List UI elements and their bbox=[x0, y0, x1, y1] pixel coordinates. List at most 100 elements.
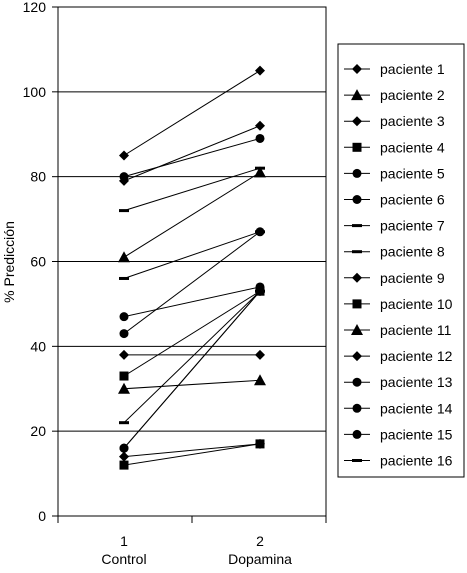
series-15 bbox=[119, 286, 265, 453]
series-line-4 bbox=[123, 290, 261, 377]
data-point-5-2 bbox=[255, 133, 265, 143]
x-tick-label-2: 2 bbox=[256, 533, 264, 549]
legend-item-15: paciente 15 bbox=[344, 426, 453, 442]
series-16 bbox=[119, 289, 265, 425]
series-9 bbox=[119, 349, 265, 360]
data-point-5-1 bbox=[119, 172, 129, 182]
data-point-13-1 bbox=[119, 329, 129, 339]
data-point-13-2 bbox=[255, 227, 265, 237]
data-point-4-1 bbox=[119, 371, 129, 381]
data-point-11-2 bbox=[254, 166, 266, 178]
legend-label-16: paciente 16 bbox=[380, 453, 453, 469]
y-tick-labels: 0 20 40 60 80 100 120 bbox=[23, 0, 47, 524]
legend-marker-6 bbox=[352, 195, 362, 204]
legend-label-7: paciente 7 bbox=[380, 218, 445, 234]
data-point-8-1 bbox=[119, 209, 129, 213]
series-line-3 bbox=[123, 125, 261, 182]
legend-label-10: paciente 10 bbox=[380, 296, 453, 312]
legend-item-2: paciente 2 bbox=[344, 87, 445, 103]
data-point-1-1 bbox=[119, 150, 129, 161]
data-point-15-1 bbox=[119, 443, 129, 453]
y-axis-label: % Predicción bbox=[1, 221, 17, 303]
legend-marker-2 bbox=[351, 89, 363, 101]
y-tick-label-0: 0 bbox=[38, 508, 46, 524]
x-tick-labels: 1 Control 2 Dopamina bbox=[101, 533, 292, 567]
series-line-8 bbox=[123, 167, 261, 212]
legend-marker-12 bbox=[352, 351, 362, 362]
data-point-7-1 bbox=[119, 276, 129, 280]
legend-item-10: paciente 10 bbox=[344, 296, 453, 312]
legend-marker-14 bbox=[352, 403, 362, 413]
series-4 bbox=[119, 286, 265, 381]
legend-label-1: paciente 1 bbox=[380, 61, 445, 77]
data-point-12-1 bbox=[119, 451, 129, 462]
axes bbox=[52, 6, 327, 523]
series-10 bbox=[119, 439, 265, 470]
legend-label-8: paciente 8 bbox=[380, 244, 445, 260]
legend-item-8: paciente 8 bbox=[344, 244, 445, 260]
legend-item-12: paciente 12 bbox=[344, 348, 453, 364]
data-point-16-1 bbox=[119, 421, 129, 425]
series-7 bbox=[119, 230, 265, 280]
legend-label-11: paciente 11 bbox=[380, 322, 452, 338]
series-line-1 bbox=[123, 70, 261, 156]
legend-label-15: paciente 15 bbox=[380, 426, 453, 442]
series-12 bbox=[119, 438, 265, 462]
series-line-12 bbox=[123, 443, 261, 458]
legend-item-14: paciente 14 bbox=[344, 400, 453, 416]
gridlines bbox=[58, 6, 326, 432]
legend-label-2: paciente 2 bbox=[380, 87, 445, 103]
series-group bbox=[118, 65, 266, 470]
legend-marker-15 bbox=[352, 429, 362, 439]
data-point-2-2 bbox=[254, 374, 266, 386]
legend-label-13: paciente 13 bbox=[380, 374, 453, 390]
series-line-5 bbox=[123, 138, 261, 178]
y-tick-label-60: 60 bbox=[30, 254, 46, 270]
legend-label-3: paciente 3 bbox=[380, 113, 445, 129]
legend-item-16: paciente 16 bbox=[344, 453, 453, 469]
x-category-label-2: Dopamina bbox=[228, 551, 292, 567]
legend-marker-3 bbox=[352, 116, 362, 127]
legend-item-7: paciente 7 bbox=[344, 218, 445, 234]
legend-item-4: paciente 4 bbox=[344, 139, 445, 155]
x-category-label-1: Control bbox=[101, 551, 146, 567]
series-2 bbox=[118, 374, 266, 394]
series-line-11 bbox=[123, 172, 261, 258]
legend-marker-10 bbox=[352, 299, 362, 309]
data-point-9-1 bbox=[119, 349, 129, 360]
legend-label-5: paciente 5 bbox=[380, 165, 445, 181]
legend-marker-4 bbox=[352, 142, 362, 152]
legend-marker-9 bbox=[352, 272, 362, 283]
legend-item-1: paciente 1 bbox=[344, 61, 445, 77]
data-point-10-1 bbox=[119, 460, 129, 470]
y-tick-label-120: 120 bbox=[23, 0, 47, 15]
series-line-7 bbox=[123, 231, 261, 279]
series-line-10 bbox=[123, 443, 261, 466]
data-point-16-2 bbox=[255, 289, 265, 293]
series-13 bbox=[119, 227, 265, 339]
y-tick-label-40: 40 bbox=[30, 338, 46, 354]
series-5 bbox=[119, 133, 265, 182]
series-line-13 bbox=[123, 231, 261, 335]
data-point-1-2 bbox=[255, 65, 265, 76]
legend-box bbox=[337, 43, 465, 478]
legend-item-13: paciente 13 bbox=[344, 374, 453, 390]
legend-marker-7 bbox=[352, 224, 362, 228]
data-point-9-2 bbox=[255, 349, 265, 360]
legend-marker-13 bbox=[352, 377, 362, 387]
legend-marker-5 bbox=[352, 168, 362, 178]
legend-label-4: paciente 4 bbox=[380, 139, 445, 155]
data-point-11-1 bbox=[118, 251, 130, 263]
legend-item-9: paciente 9 bbox=[344, 270, 445, 286]
y-tick-label-20: 20 bbox=[30, 423, 46, 439]
legend-item-11: paciente 11 bbox=[344, 322, 452, 338]
y-tick-label-80: 80 bbox=[30, 169, 46, 185]
legend-item-5: paciente 5 bbox=[344, 165, 445, 181]
series-1 bbox=[119, 65, 265, 161]
legend-marker-1 bbox=[352, 64, 362, 74]
legend-marker-11 bbox=[351, 324, 363, 335]
series-11 bbox=[118, 166, 266, 263]
series-3 bbox=[119, 120, 265, 186]
series-line-2 bbox=[123, 379, 261, 390]
